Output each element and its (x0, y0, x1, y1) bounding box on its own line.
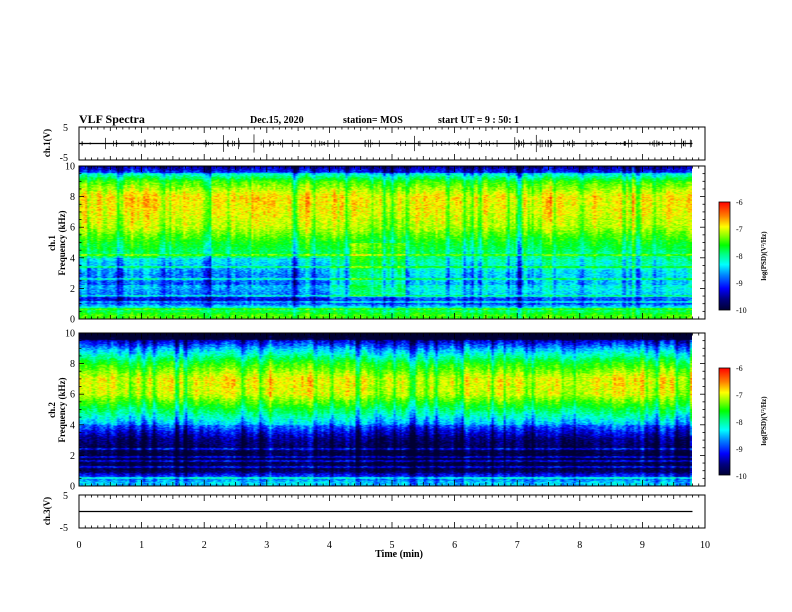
frequency-tick-label: 8 (70, 192, 75, 203)
frequency-tick-label: 6 (70, 390, 75, 401)
start-time-label: start UT = 9 : 50: 1 (438, 115, 519, 126)
figure-title: VLF Spectra (79, 112, 145, 126)
ch2-cb-tick-5: -10 (736, 472, 747, 481)
ch2-spectrogram-ylabel-frequency: Frequency (kHz) (57, 377, 67, 442)
ch1-spectrogram-ylabel-channel: ch.1 (47, 235, 57, 251)
ch1-waveform-panel: 5 -5 ch.1(V) (42, 123, 706, 164)
ch1-spectrogram-image (79, 166, 692, 319)
time-axis-label: Time (min) (375, 549, 423, 560)
ch1-cb-tick-5: -10 (736, 306, 747, 315)
ch1-colorbar-label: log(PSD)(V²/Hz) (760, 231, 768, 281)
ch1-colorbar: -6 -7 -8 -9 -10 log(PSD)(V²/Hz) (718, 198, 768, 315)
ch2-cb-tick-1: -6 (736, 364, 743, 373)
ch1-spectrogram-xticks (78, 166, 706, 319)
ch2-spectrogram-image (79, 333, 692, 486)
ch3-waveform-ylabel: ch.3(V) (42, 497, 52, 525)
time-tick-label: 5 (390, 540, 395, 551)
time-tick-label: 6 (452, 540, 457, 551)
ch1-colorbar-ramp (718, 201, 731, 311)
time-tick-label: 2 (202, 540, 207, 551)
time-tick-label: 3 (264, 540, 269, 551)
frequency-tick-label: 0 (70, 315, 75, 326)
time-tick-label: 1 (139, 540, 144, 551)
ch2-colorbar: -6 -7 -8 -9 -10 log(PSD)(V²/Hz) (718, 364, 768, 481)
ch1-cb-tick-1: -6 (736, 198, 743, 207)
frequency-tick-label: 4 (70, 253, 75, 264)
ch3-ytick-bottom: -5 (60, 523, 68, 534)
ch1-waveform-xticks (78, 127, 706, 160)
ch1-waveform-ylabel: ch.1(V) (42, 129, 52, 157)
ch1-ytick-bottom: -5 (60, 153, 68, 164)
ch2-colorbar-ramp (718, 367, 731, 476)
time-tick-label: 9 (640, 540, 645, 551)
frequency-tick-label: 2 (70, 451, 75, 462)
frequency-tick-label: 4 (70, 420, 75, 431)
time-tick-label: 8 (577, 540, 582, 551)
ch1-spectrogram-panel: 0 2 4 6 8 10 ch.1 Frequency (kHz) (47, 162, 706, 326)
ch2-cb-tick-3: -8 (736, 418, 743, 427)
frequency-tick-label: 6 (70, 223, 75, 234)
ch1-cb-tick-4: -9 (736, 279, 743, 288)
ch2-spectrogram-yticks: 0 2 4 6 8 10 (65, 329, 705, 493)
ch1-spectrogram-yticks: 0 2 4 6 8 10 (65, 162, 705, 326)
ch2-spectrogram-xticks (78, 333, 706, 486)
ch1-ytick-top: 5 (63, 123, 68, 134)
ch1-waveform-spikes (78, 134, 692, 153)
ch2-colorbar-label: log(PSD)(V²/Hz) (760, 396, 768, 446)
ch1-spectrogram-ylabel-frequency: Frequency (kHz) (57, 210, 67, 275)
time-axis-tick-labels: 0 1 2 3 4 5 6 7 8 9 10 (77, 540, 711, 551)
time-tick-label: 7 (515, 540, 520, 551)
ch1-cb-tick-3: -8 (736, 252, 743, 261)
time-tick-label: 10 (700, 540, 710, 551)
ch1-cb-tick-2: -7 (736, 225, 743, 234)
ch1-channel-label: ch.1 (47, 235, 57, 251)
ch3-waveform-panel: 5 -5 ch.3(V) (42, 491, 706, 534)
time-tick-label: 0 (77, 540, 82, 551)
ch2-cb-tick-2: -7 (736, 391, 743, 400)
date-label: Dec.15, 2020 (250, 115, 304, 126)
ch2-spectrogram-panel: 0 2 4 6 8 10 ch.2 Frequency (kHz) (47, 329, 706, 493)
frequency-tick-label: 10 (65, 329, 75, 340)
frequency-tick-label: 8 (70, 359, 75, 370)
frequency-tick-label: 0 (70, 482, 75, 493)
frequency-tick-label: 10 (65, 162, 75, 173)
ch3-ytick-top: 5 (63, 491, 68, 502)
station-label: station= MOS (343, 115, 403, 126)
ch2-spectrogram-ylabel-channel: ch.2 (47, 402, 57, 418)
time-tick-label: 4 (327, 540, 332, 551)
ch2-cb-tick-4: -9 (736, 445, 743, 454)
ch3-waveform-xticks (78, 495, 706, 528)
frequency-tick-label: 2 (70, 284, 75, 295)
